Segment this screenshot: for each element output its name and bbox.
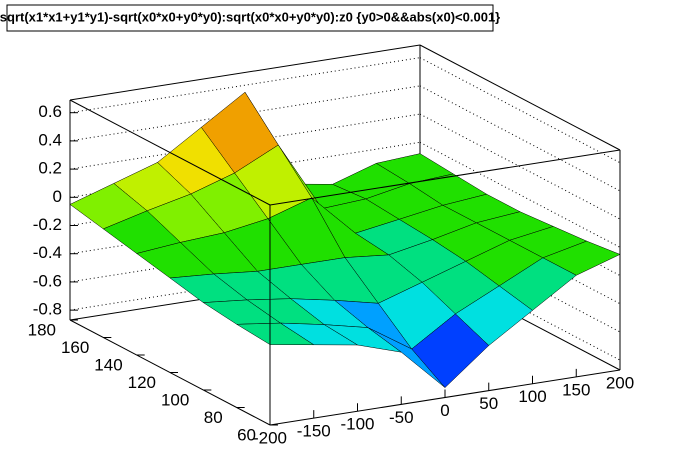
x-tick-label: -100 [340,415,374,434]
z-tick-label: -0.2 [33,215,62,234]
title-box [6,4,494,32]
grid-line [419,57,621,164]
box-edge [69,99,271,206]
y-tick-label: 100 [161,390,189,409]
x-tick-label: -150 [297,422,331,441]
y-tick-label: 180 [28,320,56,339]
grid-line [419,113,621,220]
box-edge [69,44,421,101]
y-tick-label: 80 [204,408,223,427]
y-tick-label: 60 [237,425,256,444]
z-tick-label: 0.6 [38,102,62,121]
z-tick-label: -0.4 [33,243,62,262]
z-tick-label: -0.6 [33,271,62,290]
z-tick-label: 0 [53,187,62,206]
z-tick-label: -0.8 [33,300,62,319]
x-tick-label: 100 [518,387,546,406]
x-tick-label: -200 [253,428,287,447]
x-tick-label: -50 [389,408,414,427]
x-tick-label: 200 [606,373,634,392]
surface-cell [235,322,315,346]
x-tick-label: 150 [562,380,590,399]
x-tick-label: 50 [479,394,498,413]
x-tick-label: 0 [440,401,449,420]
z-tick-label: 0.2 [38,159,62,178]
y-tick-label: 140 [94,355,122,374]
y-tick-label: 160 [61,338,89,357]
z-tick-label: 0.4 [38,130,62,149]
chart-title: sqrt(x1*x1+y1*y1)-sqrt(x0*x0+y0*y0):sqrt… [0,9,500,24]
grid-line [419,141,621,248]
grid-line [419,85,621,192]
box-edge [419,44,621,151]
y-tick-label: 120 [128,373,156,392]
box-edge [269,149,621,206]
